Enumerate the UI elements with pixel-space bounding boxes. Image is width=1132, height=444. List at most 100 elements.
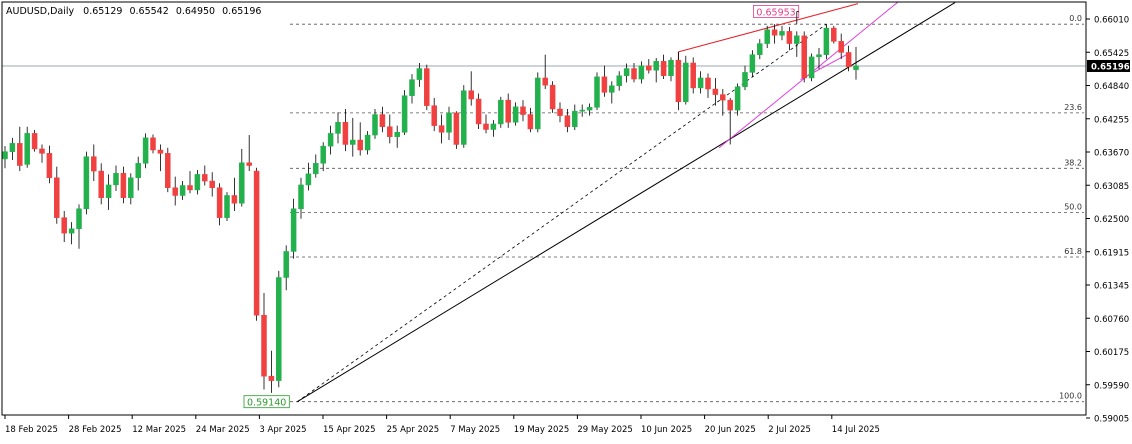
candle-body bbox=[638, 65, 645, 80]
high-value: 0.65542 bbox=[129, 6, 168, 17]
candle-body bbox=[364, 134, 371, 151]
candle-body bbox=[453, 112, 460, 145]
candle-body bbox=[54, 177, 60, 218]
candle-body bbox=[209, 180, 215, 188]
candle-body bbox=[801, 35, 807, 79]
candle-body bbox=[157, 149, 164, 154]
y-axis-tick-label: 0.59005 bbox=[1094, 415, 1129, 425]
candle-body bbox=[549, 84, 556, 110]
candle-body bbox=[224, 195, 230, 218]
candle-body bbox=[179, 185, 186, 196]
candle-body bbox=[350, 139, 356, 145]
candle-body bbox=[498, 99, 504, 125]
candle-body bbox=[660, 61, 667, 76]
x-axis-tick-label: 29 May 2025 bbox=[577, 425, 632, 435]
trend-line-support[interactable] bbox=[297, 2, 956, 403]
candle-body bbox=[327, 133, 334, 147]
low-value: 0.64950 bbox=[176, 6, 215, 17]
y-axis-tick-label: 0.64255 bbox=[1094, 115, 1129, 125]
candle-body bbox=[668, 59, 674, 76]
candle-body bbox=[276, 277, 282, 381]
candle-body bbox=[757, 43, 763, 55]
x-axis-tick-label: 19 May 2025 bbox=[514, 425, 569, 435]
fib-level-label: 100.0 bbox=[1059, 392, 1082, 401]
candle-body bbox=[283, 251, 289, 278]
candle-body bbox=[313, 163, 319, 175]
candle-body bbox=[646, 65, 652, 71]
y-axis-tick-label: 0.62500 bbox=[1094, 215, 1129, 225]
candle-body bbox=[764, 29, 770, 44]
y-axis-tick-label: 0.64840 bbox=[1094, 82, 1129, 92]
candle-body bbox=[483, 123, 489, 130]
candle-body bbox=[261, 314, 267, 377]
candle-body bbox=[372, 114, 378, 136]
candle-body bbox=[335, 122, 341, 134]
candle-body bbox=[2, 151, 8, 160]
channel-line-lower[interactable] bbox=[800, 53, 849, 81]
x-axis-tick-label: 20 Jun 2025 bbox=[705, 425, 756, 435]
candle-body bbox=[786, 31, 793, 44]
candle-body bbox=[68, 228, 75, 234]
candle-body bbox=[416, 68, 423, 80]
candle-body bbox=[579, 109, 585, 112]
candle-body bbox=[616, 75, 622, 86]
candle-body bbox=[394, 132, 400, 137]
candle-body bbox=[342, 122, 349, 145]
fib-level-label: 38.2 bbox=[1064, 158, 1082, 167]
candle-body bbox=[142, 137, 149, 164]
candle-body bbox=[623, 68, 630, 76]
candle-body bbox=[113, 173, 119, 186]
candle-body bbox=[31, 133, 38, 150]
candle-body bbox=[505, 99, 511, 123]
candle-body bbox=[461, 90, 467, 145]
candle-body bbox=[468, 90, 474, 100]
candle-body bbox=[290, 208, 297, 252]
candle-body bbox=[586, 107, 593, 111]
resistance-line[interactable] bbox=[678, 3, 859, 53]
candle-body bbox=[749, 54, 756, 73]
candle-body bbox=[120, 173, 127, 198]
y-axis-tick-label: 0.60760 bbox=[1094, 315, 1129, 325]
candle-body bbox=[690, 62, 696, 89]
candle-body bbox=[105, 184, 112, 198]
swing-high-label: 0.65953 bbox=[756, 7, 795, 18]
candle-body bbox=[424, 68, 430, 106]
candle-body bbox=[490, 123, 497, 130]
current-price-marker[interactable] bbox=[1087, 59, 1130, 72]
y-axis-tick-label: 0.63670 bbox=[1094, 149, 1129, 159]
symbol-label: AUDUSD,Daily bbox=[6, 6, 75, 17]
candle-body bbox=[150, 137, 156, 151]
candle-body bbox=[535, 77, 541, 130]
y-axis-tick-label: 0.66010 bbox=[1094, 16, 1129, 26]
candle-body bbox=[39, 148, 45, 154]
candle-body bbox=[794, 35, 800, 44]
candle-body bbox=[675, 59, 682, 103]
candle-body bbox=[268, 375, 275, 381]
candle-body bbox=[831, 27, 837, 42]
candle-body bbox=[438, 125, 445, 133]
x-axis-tick-label: 3 Apr 2025 bbox=[259, 425, 306, 435]
candle-body bbox=[135, 163, 141, 178]
candle-body bbox=[239, 162, 245, 204]
candle-body bbox=[446, 112, 452, 133]
candle-body bbox=[246, 162, 252, 166]
candle-body bbox=[475, 98, 482, 125]
x-axis-tick-label: 25 Apr 2025 bbox=[387, 425, 440, 435]
candle-body bbox=[520, 106, 526, 115]
candle-body bbox=[431, 105, 437, 126]
candle-body bbox=[231, 195, 238, 204]
y-axis-tick-label: 0.61345 bbox=[1094, 282, 1129, 292]
x-axis-tick-label: 14 Jul 2025 bbox=[832, 425, 880, 435]
candle-body bbox=[734, 86, 741, 111]
candle-body bbox=[653, 61, 659, 71]
y-axis-tick-label: 0.61915 bbox=[1094, 248, 1129, 258]
candle-body bbox=[409, 79, 415, 96]
candle-body bbox=[172, 187, 178, 196]
candle-body bbox=[61, 217, 67, 234]
candle-body bbox=[727, 99, 733, 111]
candle-body bbox=[712, 88, 719, 95]
close-value: 0.65196 bbox=[222, 6, 261, 17]
